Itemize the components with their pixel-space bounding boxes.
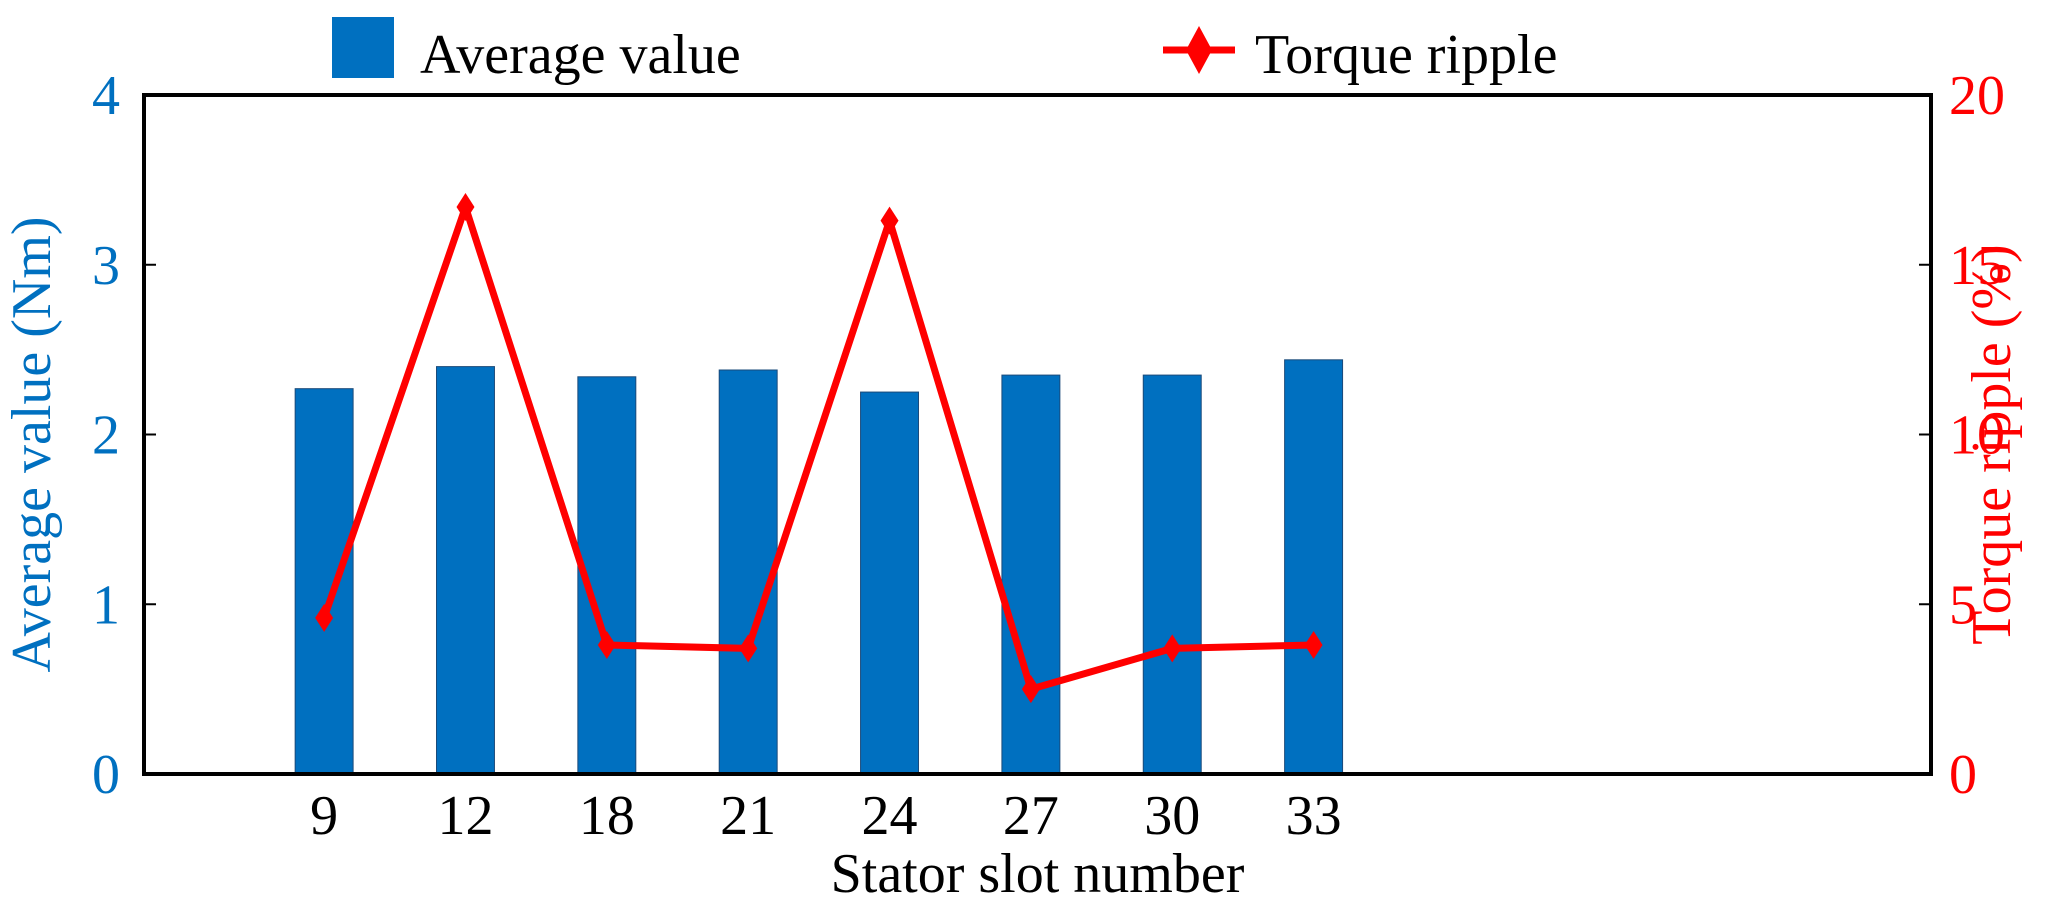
left-y-axis-label: Average value (Nm) bbox=[1, 216, 63, 672]
x-tick-label: 33 bbox=[1286, 785, 1342, 847]
line-point bbox=[880, 206, 899, 235]
series-line bbox=[320, 195, 1314, 694]
x-tick-label: 24 bbox=[862, 785, 918, 847]
legend-line-marker bbox=[1186, 26, 1212, 74]
line-point bbox=[456, 193, 475, 222]
line-series bbox=[315, 193, 1323, 704]
line-point bbox=[1021, 675, 1040, 704]
left-tick-label: 2 bbox=[92, 405, 120, 467]
x-tick-label: 9 bbox=[310, 785, 338, 847]
x-axis-label: Stator slot number bbox=[831, 843, 1245, 905]
right-tick-label: 20 bbox=[1949, 65, 2005, 127]
bar bbox=[294, 388, 354, 775]
line-point bbox=[1304, 630, 1323, 659]
bar bbox=[718, 369, 778, 775]
right-y-axis-label: Torque ripple (%) bbox=[1961, 244, 2023, 644]
x-tick-label: 18 bbox=[579, 785, 635, 847]
left-tick-label: 0 bbox=[92, 744, 120, 806]
right-tick-label: 10 bbox=[1949, 405, 2005, 467]
x-tick-label: 21 bbox=[720, 785, 776, 847]
x-tick-label: 27 bbox=[1003, 785, 1059, 847]
legend-bar-label: Average value bbox=[420, 24, 741, 86]
right-tick-label: 0 bbox=[1949, 744, 1977, 806]
bar-series bbox=[294, 359, 1344, 775]
bar bbox=[436, 366, 495, 775]
bar bbox=[860, 391, 920, 775]
x-axis: 9 12 18 21 24 27 30 33 bbox=[310, 785, 1341, 847]
left-tick-label: 3 bbox=[92, 235, 120, 297]
line-point bbox=[1163, 634, 1182, 663]
legend: Average value Torque ripple bbox=[332, 17, 1557, 86]
line-point bbox=[739, 634, 758, 663]
bar bbox=[1284, 359, 1344, 775]
bar bbox=[1001, 374, 1061, 775]
bar bbox=[1142, 374, 1202, 775]
plot-frame bbox=[142, 93, 1933, 776]
line-point bbox=[315, 603, 334, 632]
line-point bbox=[597, 630, 616, 659]
x-tick-label: 12 bbox=[437, 785, 493, 847]
left-tick-label: 1 bbox=[92, 574, 120, 636]
left-tick-label: 4 bbox=[92, 65, 120, 127]
x-tick-label: 30 bbox=[1144, 785, 1200, 847]
right-tick-label: 15 bbox=[1949, 235, 2005, 297]
legend-line-label: Torque ripple bbox=[1255, 24, 1557, 86]
right-tick-label: 5 bbox=[1949, 574, 1977, 636]
left-axis: 0 1 2 3 4 bbox=[92, 65, 156, 806]
legend-bar-swatch bbox=[332, 17, 394, 78]
